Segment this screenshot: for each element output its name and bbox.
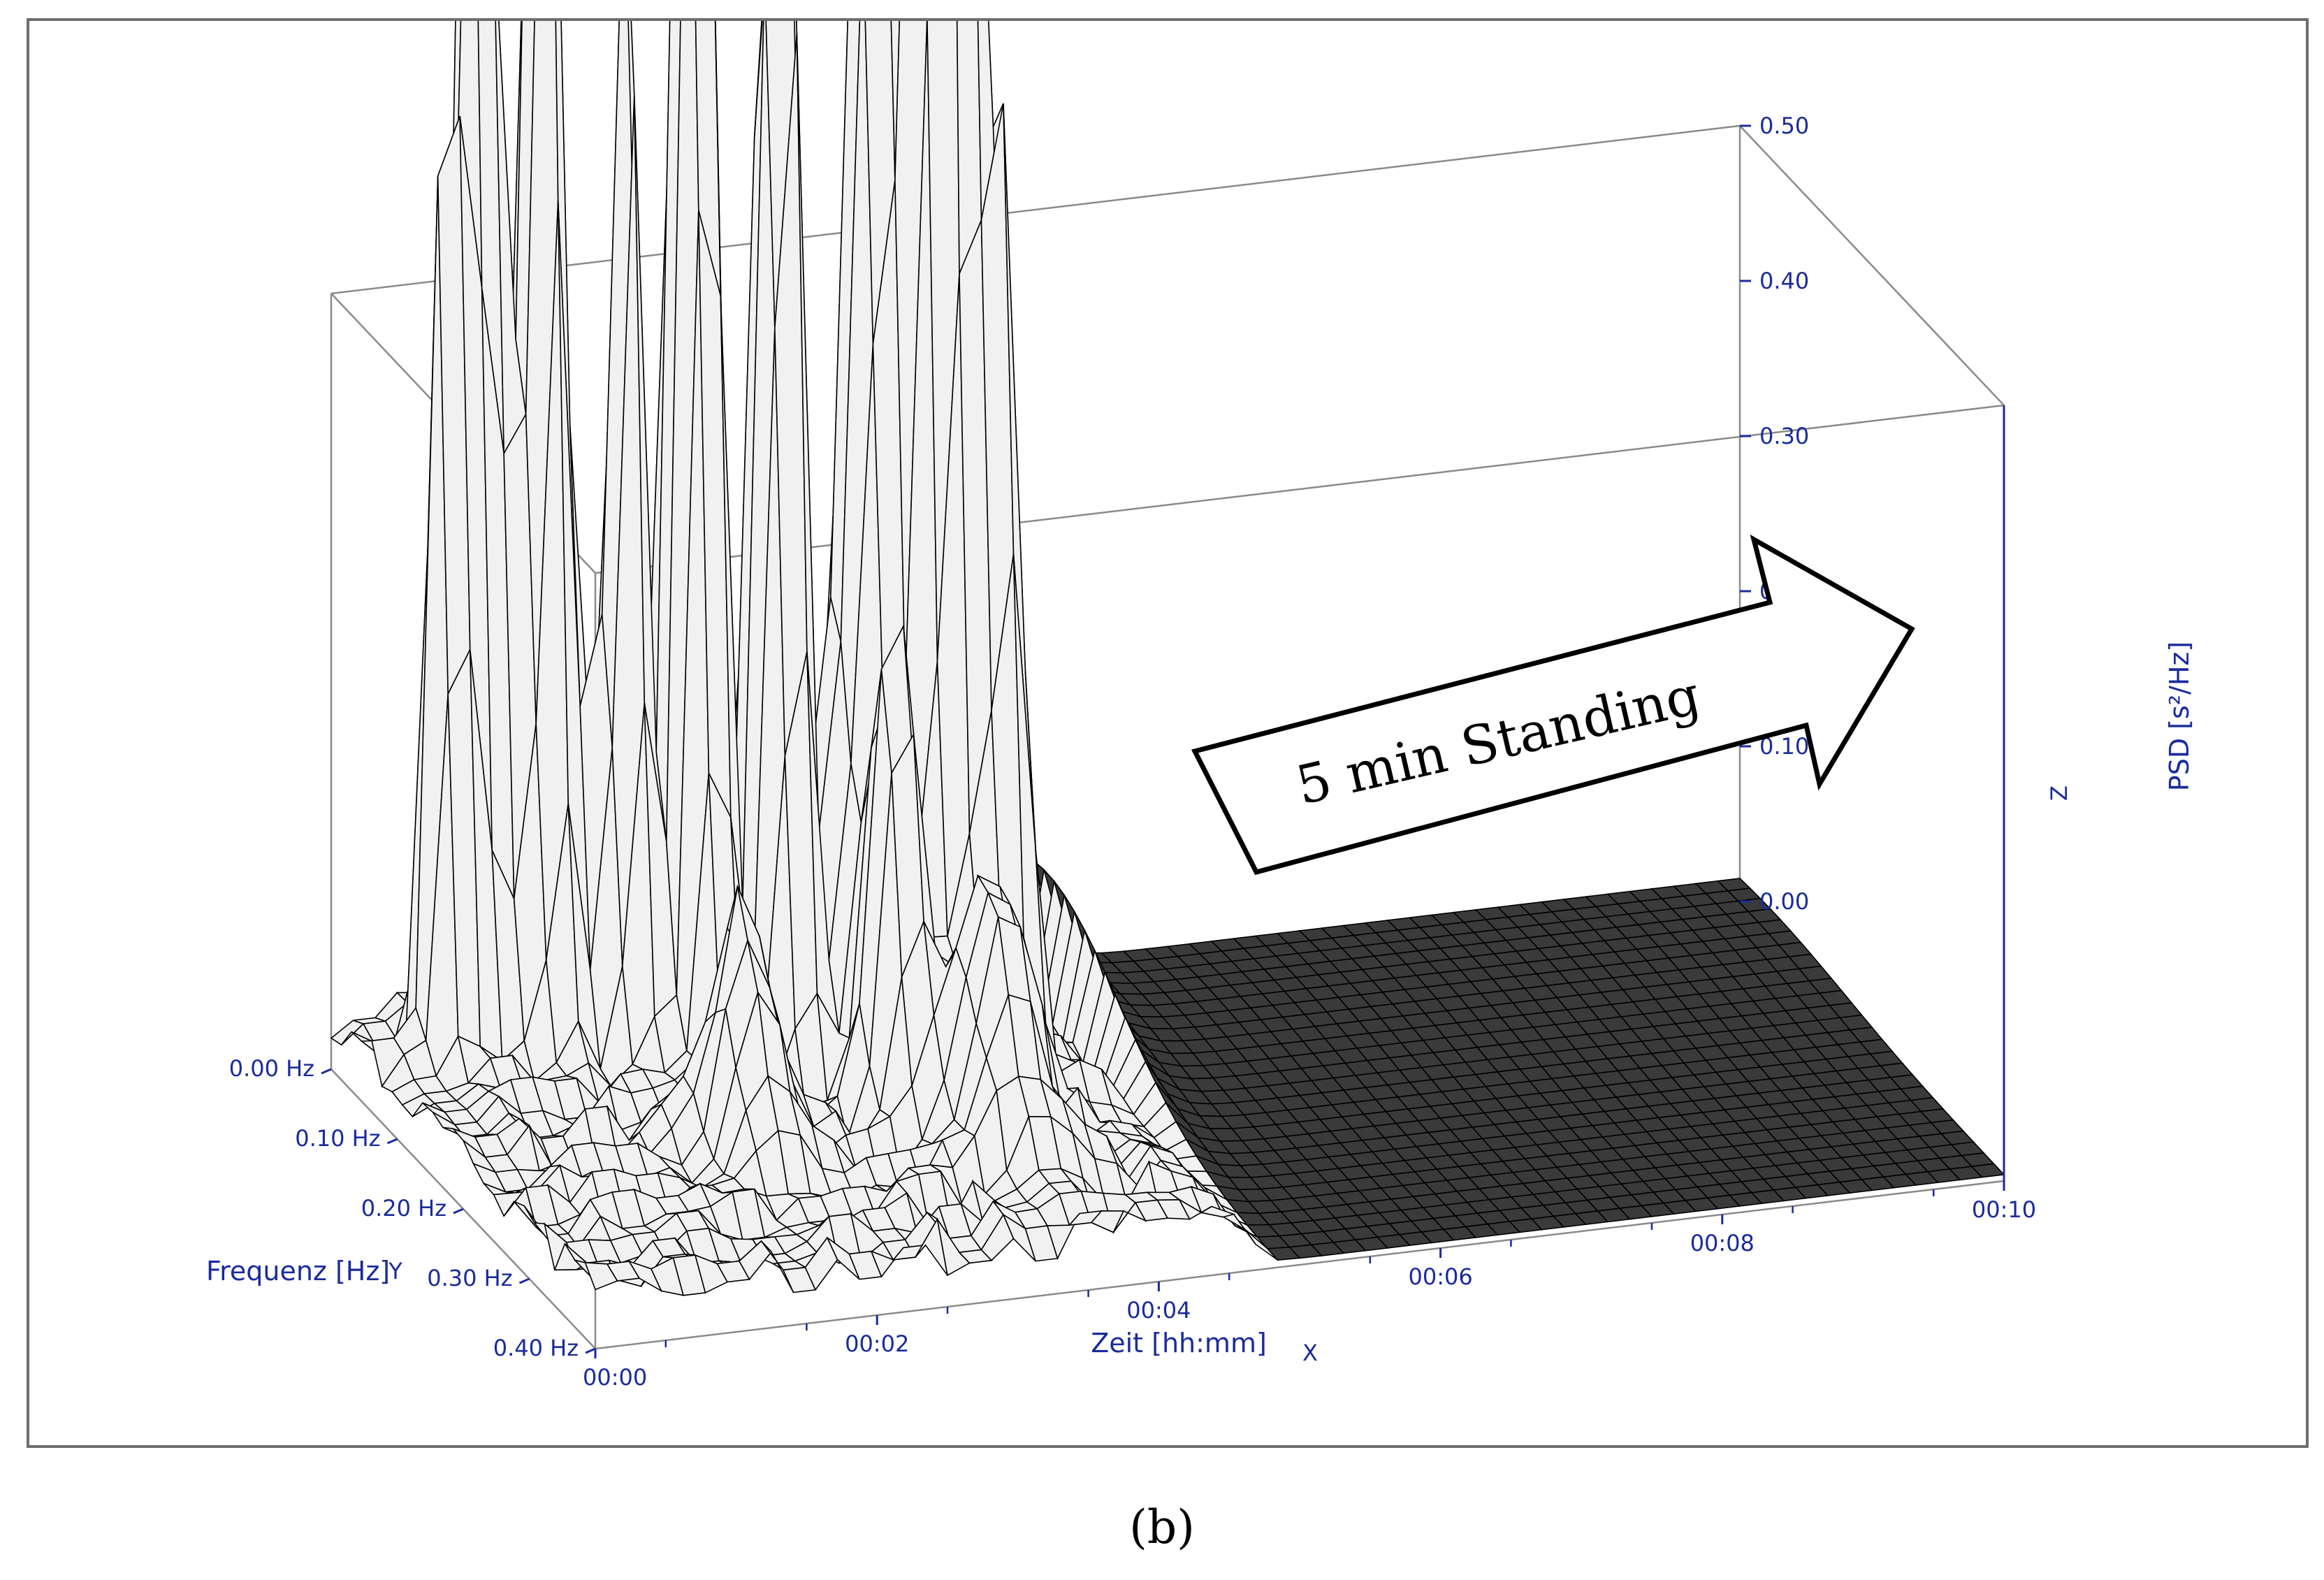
y-axis-letter: Y [388,1258,402,1284]
y-tick-mark [453,1208,464,1215]
y-tick-label: 0.00 Hz [229,1055,314,1082]
x-tick-label: 00:00 [583,1364,647,1391]
x-tick-label: 00:08 [1690,1230,1755,1256]
psd-surface-mesh [330,0,2005,1296]
z-tick-label: 0.50 [1759,113,1809,139]
x-tick-label: 00:10 [1972,1196,2036,1223]
surface-cell [830,21,861,642]
surface-cell [890,21,901,180]
y-tick-mark [585,1347,596,1354]
y-tick-mark [386,1138,398,1145]
plot-frame [27,18,2309,1448]
y-tick-label: 0.10 Hz [295,1125,380,1152]
surface-cell [753,21,763,137]
x-axis-title: Zeit [hh:mm] [1091,1328,1267,1358]
z-tick-label: 0.40 [1759,268,1809,294]
x-axis-letter: X [1302,1340,1318,1366]
y-tick-label: 0.20 Hz [361,1195,446,1222]
y-axis-title: Frequenz [Hz] [206,1256,390,1287]
figure-caption: (b) [1129,1500,1195,1554]
y-tick-mark [321,1068,332,1075]
surface-cell [515,21,535,414]
surface-cell [917,0,949,17]
arrow-shape [1191,534,1915,876]
z-tick-label: 0.30 [1759,423,1809,449]
y-tick-label: 0.30 Hz [427,1265,512,1291]
z-axis-title: PSD [s²/Hz] [2164,642,2195,791]
y-tick-label: 0.40 Hz [493,1335,579,1361]
surface-cell [894,21,928,690]
z-tick-label: 0.00 [1759,888,1809,915]
x-tick-label: 00:04 [1126,1297,1191,1324]
x-tick-label: 00:02 [845,1331,909,1357]
surface-cell [655,21,681,842]
surface-cell [462,0,494,7]
z-axis-letter: Z [2046,785,2072,801]
x-axis: 00:00 00:02 00:04 00:06 00:08 00:10 Zeit [hh:… [583,1181,2036,1391]
y-axis: 0.00 Hz 0.10 Hz 0.20 Hz 0.30 Hz 0.40 Hz Freq… [206,1055,596,1361]
y-tick-mark [518,1277,530,1284]
x-tick-label: 00:06 [1408,1263,1472,1290]
